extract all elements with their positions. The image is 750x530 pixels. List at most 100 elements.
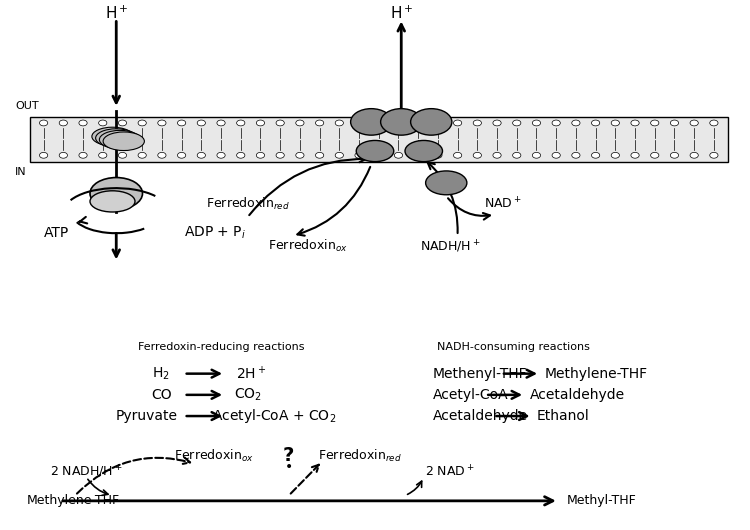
Circle shape	[138, 120, 146, 126]
Circle shape	[355, 153, 363, 158]
Text: ?: ?	[283, 446, 295, 465]
Ellipse shape	[99, 130, 141, 149]
Ellipse shape	[426, 171, 466, 195]
Circle shape	[414, 120, 422, 126]
Text: Acetaldehyde: Acetaldehyde	[433, 409, 528, 423]
Ellipse shape	[380, 109, 422, 135]
Circle shape	[375, 120, 382, 126]
Text: RnfC: RnfC	[437, 179, 455, 187]
Text: H$^+$: H$^+$	[389, 5, 413, 22]
Circle shape	[631, 153, 639, 158]
Text: 2H$^+$: 2H$^+$	[236, 365, 266, 382]
Circle shape	[118, 153, 127, 158]
Circle shape	[236, 153, 244, 158]
Text: RnfA: RnfA	[362, 118, 380, 126]
Circle shape	[40, 153, 48, 158]
Text: IN: IN	[15, 167, 27, 177]
Circle shape	[552, 153, 560, 158]
Text: Methylene-THF: Methylene-THF	[544, 367, 647, 381]
Text: Ferredoxin$_{red}$: Ferredoxin$_{red}$	[318, 448, 402, 464]
Text: •: •	[285, 461, 292, 474]
Text: Acetyl-CoA + CO$_2$: Acetyl-CoA + CO$_2$	[211, 407, 336, 425]
Ellipse shape	[90, 178, 142, 209]
Circle shape	[532, 120, 541, 126]
Circle shape	[710, 153, 718, 158]
Circle shape	[98, 153, 106, 158]
Circle shape	[256, 153, 265, 158]
Text: OUT: OUT	[15, 101, 39, 111]
Circle shape	[394, 153, 403, 158]
Circle shape	[532, 153, 541, 158]
Circle shape	[572, 120, 580, 126]
Circle shape	[552, 120, 560, 126]
Circle shape	[611, 153, 620, 158]
Text: NAD$^+$: NAD$^+$	[484, 197, 521, 211]
Circle shape	[473, 120, 482, 126]
Circle shape	[79, 120, 87, 126]
Circle shape	[670, 153, 679, 158]
Circle shape	[59, 120, 68, 126]
Text: Methylene-THF: Methylene-THF	[26, 494, 119, 507]
Ellipse shape	[90, 191, 135, 212]
Circle shape	[197, 120, 206, 126]
Circle shape	[710, 120, 718, 126]
Circle shape	[592, 120, 600, 126]
Text: Methenyl-THF: Methenyl-THF	[433, 367, 527, 381]
Text: NADH-consuming reactions: NADH-consuming reactions	[437, 342, 590, 352]
FancyBboxPatch shape	[30, 117, 728, 162]
Text: Ethanol: Ethanol	[537, 409, 590, 423]
Circle shape	[178, 120, 186, 126]
Text: Acetaldehyde: Acetaldehyde	[530, 388, 625, 402]
Circle shape	[493, 120, 501, 126]
Circle shape	[335, 120, 344, 126]
Circle shape	[40, 120, 48, 126]
Text: Methyl-THF: Methyl-THF	[566, 494, 636, 507]
Circle shape	[454, 120, 462, 126]
Circle shape	[592, 153, 600, 158]
Circle shape	[158, 153, 166, 158]
Circle shape	[178, 153, 186, 158]
Circle shape	[513, 120, 520, 126]
Circle shape	[375, 153, 382, 158]
Text: Acetyl-CoA: Acetyl-CoA	[433, 388, 508, 402]
Circle shape	[513, 153, 520, 158]
Text: RnfE: RnfE	[422, 118, 440, 126]
Text: CO$_2$: CO$_2$	[233, 387, 262, 403]
Circle shape	[611, 120, 620, 126]
Circle shape	[394, 120, 403, 126]
Text: 2 NADH/H$^+$: 2 NADH/H$^+$	[50, 464, 122, 480]
Text: RnfB: RnfB	[366, 147, 384, 155]
Circle shape	[296, 120, 304, 126]
Circle shape	[197, 153, 206, 158]
Ellipse shape	[351, 109, 392, 135]
Text: Ferredoxin$_{red}$: Ferredoxin$_{red}$	[206, 196, 290, 212]
Text: ADP + P$_i$: ADP + P$_i$	[184, 225, 246, 241]
Circle shape	[217, 120, 225, 126]
Ellipse shape	[405, 140, 442, 162]
Text: RnfD: RnfD	[392, 118, 411, 126]
Circle shape	[296, 153, 304, 158]
Text: 2 NAD$^+$: 2 NAD$^+$	[425, 464, 475, 479]
Circle shape	[98, 120, 106, 126]
Circle shape	[138, 153, 146, 158]
Text: ATP: ATP	[44, 226, 69, 240]
Circle shape	[650, 153, 658, 158]
Circle shape	[454, 153, 462, 158]
Circle shape	[59, 153, 68, 158]
Ellipse shape	[96, 129, 136, 147]
Circle shape	[473, 153, 482, 158]
Ellipse shape	[356, 140, 394, 162]
Circle shape	[316, 153, 324, 158]
Text: Ferredoxin$_{ox}$: Ferredoxin$_{ox}$	[174, 448, 254, 464]
Text: H$_2$: H$_2$	[152, 366, 170, 382]
Circle shape	[79, 153, 87, 158]
Text: Pyruvate: Pyruvate	[116, 409, 177, 423]
Circle shape	[493, 153, 501, 158]
Circle shape	[158, 120, 166, 126]
Circle shape	[433, 120, 442, 126]
Text: NADH/H$^+$: NADH/H$^+$	[420, 238, 480, 254]
Circle shape	[631, 120, 639, 126]
Circle shape	[316, 120, 324, 126]
Text: H$^+$: H$^+$	[104, 5, 128, 22]
Circle shape	[256, 120, 265, 126]
